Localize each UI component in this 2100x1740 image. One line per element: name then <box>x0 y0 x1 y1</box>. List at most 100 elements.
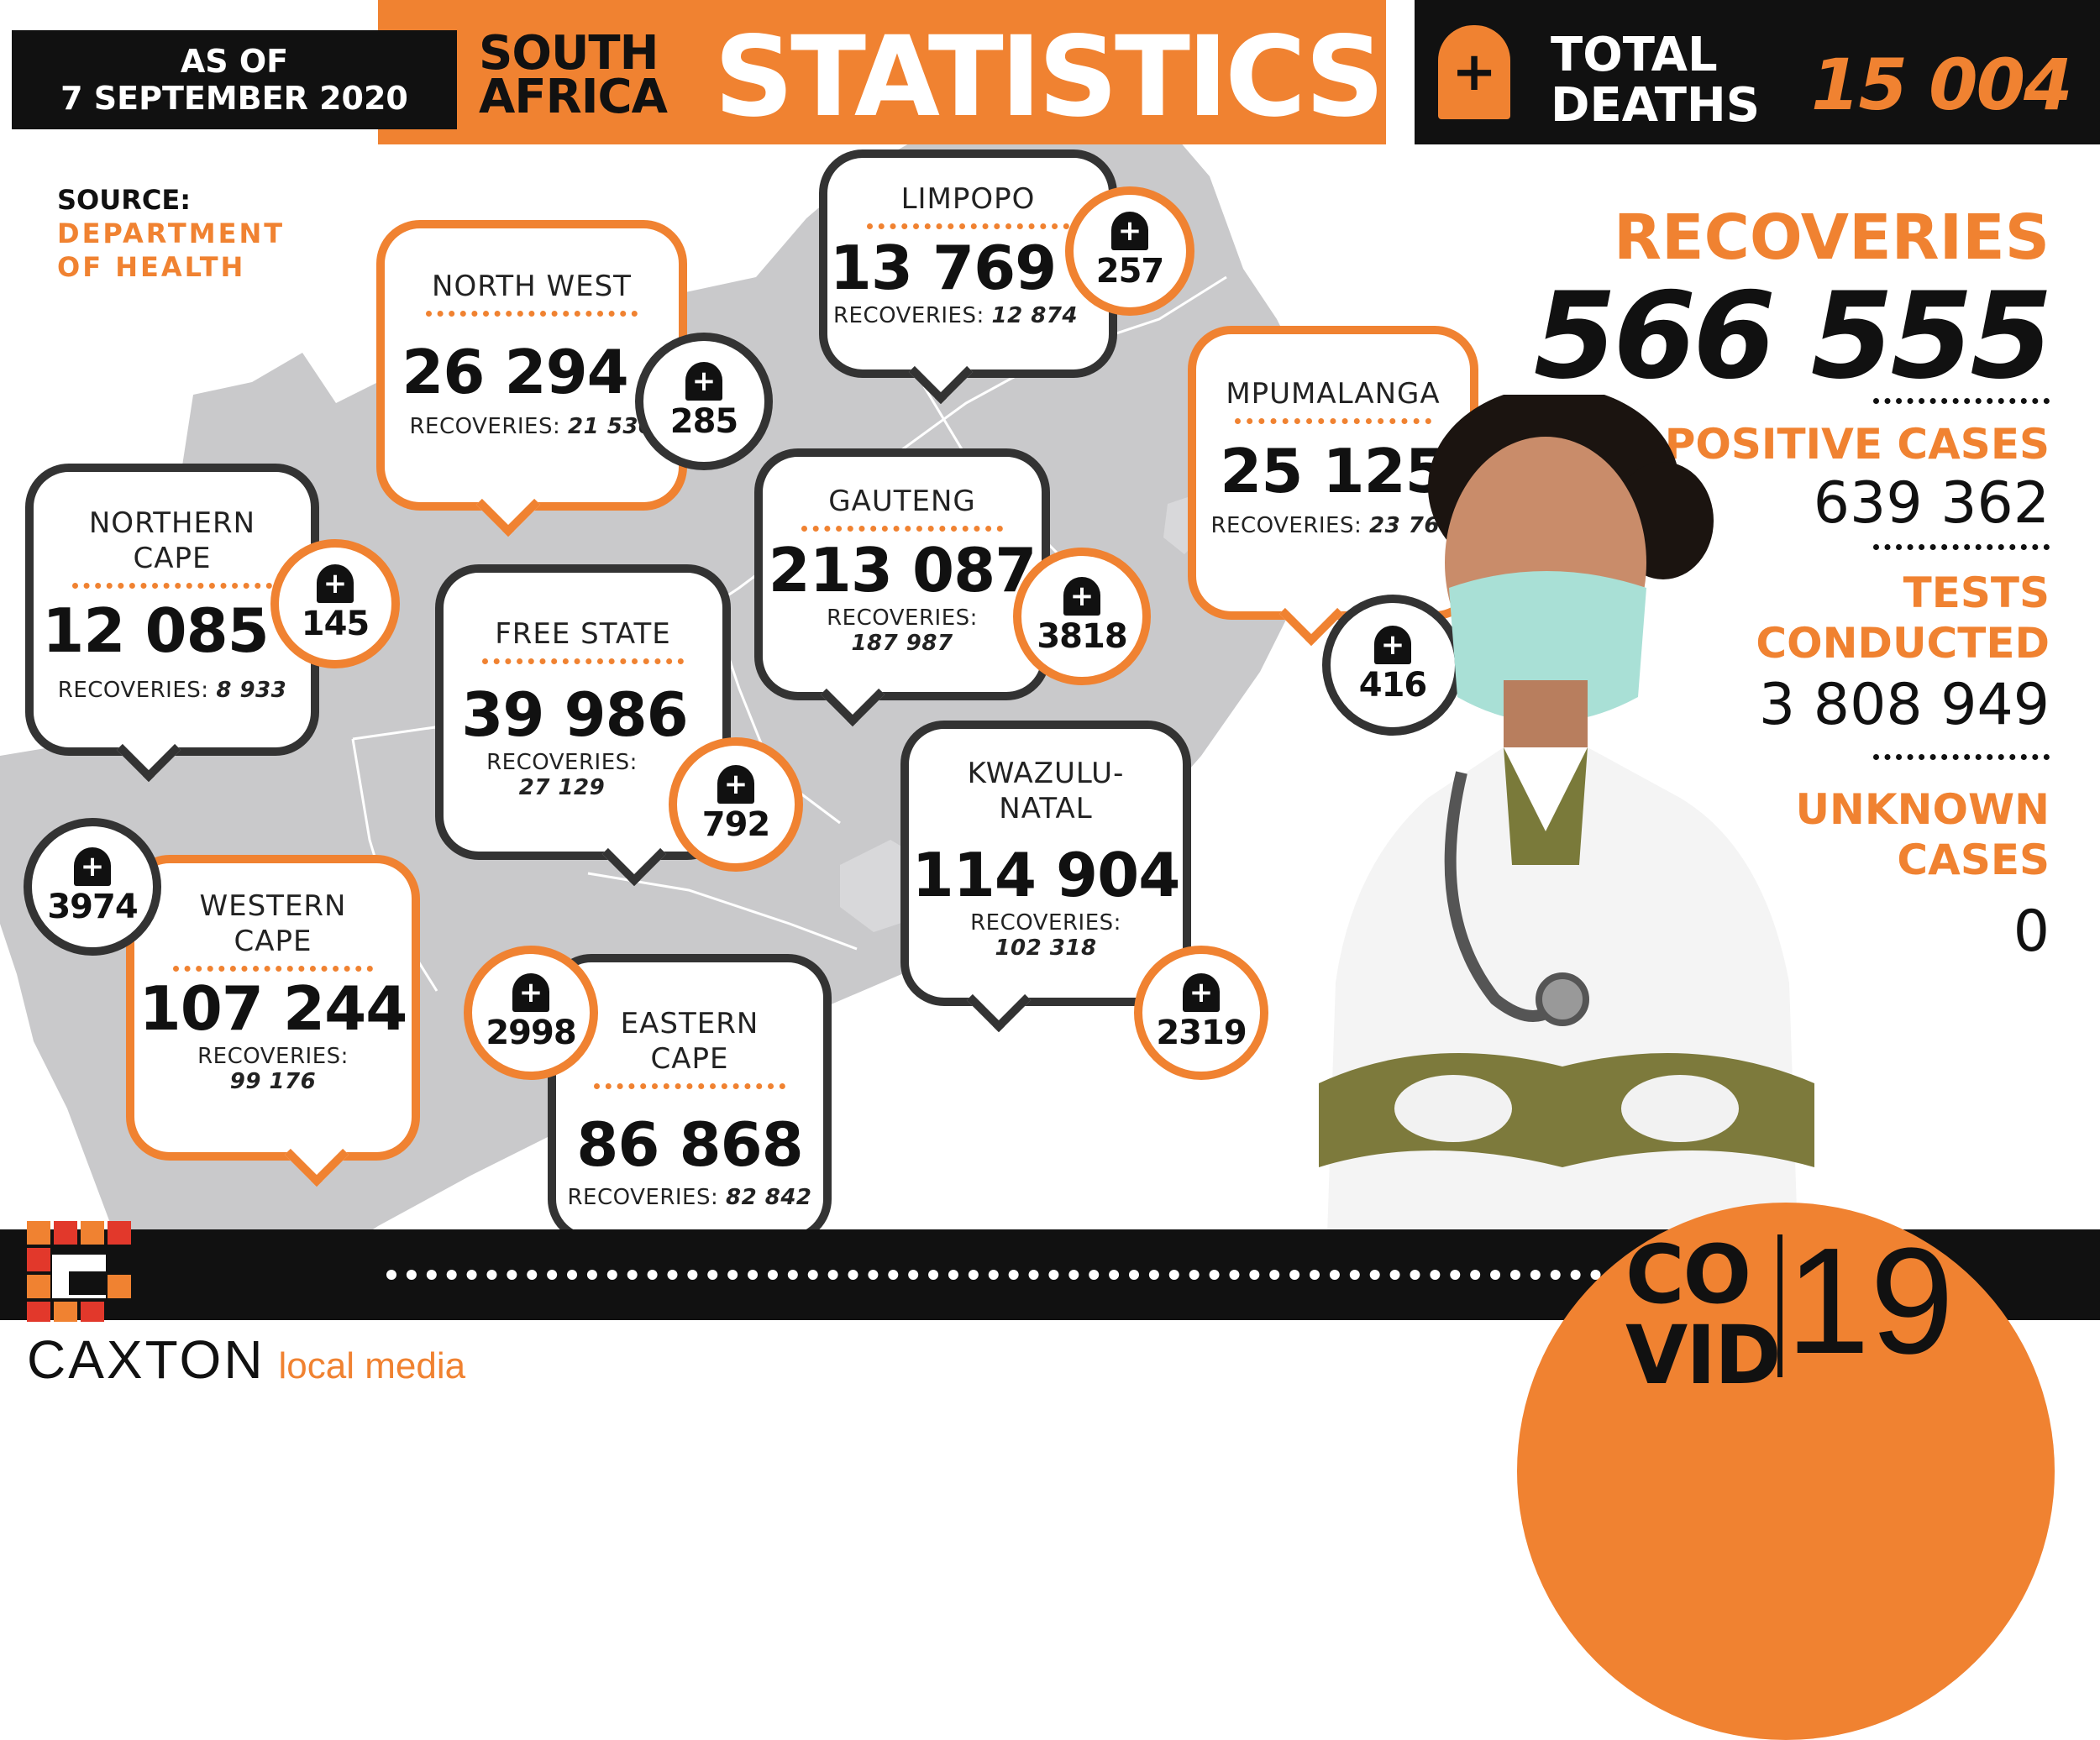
region-recoveries-label: RECOVERIES: <box>486 750 638 775</box>
divider <box>1873 754 2050 760</box>
deaths-badge-free-state: + 792 <box>669 737 803 872</box>
source-note: SOURCE: DEPARTMENT OF HEALTH <box>57 183 285 284</box>
source-line1: DEPARTMENT <box>57 218 286 249</box>
deaths-badge-western-cape: + 3974 <box>24 818 161 956</box>
divider <box>1873 544 2050 550</box>
region-recoveries: RECOVERIES: 82 842 <box>567 1185 812 1210</box>
region-name: FREE STATE <box>495 617 671 651</box>
tombstone-icon: + <box>1374 626 1411 664</box>
region-card-north-west: NORTH WEST 26 294 RECOVERIES: 21 530 <box>376 220 687 537</box>
covid-line1: CO <box>1625 1228 1751 1322</box>
region-cases: 39 986 <box>461 679 689 750</box>
divider <box>801 526 1003 532</box>
covid-label: CO VID <box>1625 1228 1782 1402</box>
region-name-line2: CAPE <box>650 1042 729 1076</box>
page-title: STATISTICS <box>714 13 1385 142</box>
region-cases: 25 125 <box>1220 436 1447 506</box>
covid-line2: VID <box>1625 1308 1782 1402</box>
region-recoveries: 99 176 <box>229 1069 317 1094</box>
covid-number: 19 <box>1786 1217 1955 1386</box>
region-name-line1: EASTERN <box>620 1007 759 1040</box>
region-name-line2: CAPE <box>234 925 312 958</box>
tombstone-icon: + <box>317 564 354 603</box>
stethoscope-head <box>1536 972 1589 1026</box>
region-name: EASTERN CAPE <box>556 1006 823 1077</box>
unknown-cases-value: 0 <box>2013 899 2050 965</box>
region-recoveries: 187 987 <box>851 631 953 656</box>
region-name-line1: KWAZULU- <box>967 757 1125 790</box>
region-recoveries: 102 318 <box>995 936 1097 961</box>
header-title-band <box>378 0 1386 144</box>
divider <box>173 966 373 972</box>
deaths-count: 792 <box>701 805 770 844</box>
positive-cases-label: POSITIVE CASES <box>1664 420 2050 469</box>
date-line2: 7 SEPTEMBER 2020 <box>60 80 408 117</box>
deaths-count: 2998 <box>486 1014 576 1052</box>
tombstone-icon: + <box>512 973 549 1012</box>
region-cases: 114 904 <box>911 840 1181 910</box>
deaths-badge-north-west: + 285 <box>635 333 773 470</box>
region-name: WESTERN CAPE <box>134 888 412 959</box>
region-name-line1: NORTHERN <box>88 506 256 540</box>
region-card-western-cape: WESTERN CAPE 107 244 RECOVERIES: 99 176 <box>126 855 420 1187</box>
region-recoveries: RECOVERIES: 21 530 <box>409 414 654 439</box>
recoveries-value: 566 555 <box>1533 267 2053 406</box>
total-deaths-panel <box>1415 0 2100 144</box>
recoveries-label: RECOVERIES <box>1614 202 2050 274</box>
caxton-brand: CAXTON local media <box>27 1329 465 1391</box>
date-line1: AS OF <box>180 43 289 80</box>
glove-left <box>1394 1075 1512 1142</box>
region-card-northern-cape: NORTHERN CAPE 12 085 RECOVERIES: 8 933 <box>25 464 319 783</box>
region-name: LIMPOPO <box>900 182 1036 216</box>
region-name: NORTH WEST <box>432 270 632 303</box>
date-badge: AS OF 7 SEPTEMBER 2020 <box>12 30 457 129</box>
region-cases: 26 294 <box>402 337 629 407</box>
region-recoveries-label: RECOVERIES: <box>970 910 1121 936</box>
brand-suffix: local media <box>278 1345 466 1386</box>
region-card-gauteng: GAUTENG 213 087 RECOVERIES: 187 987 <box>754 448 1050 727</box>
region-name-line1: WESTERN <box>199 889 347 923</box>
tests-label-line2: CONDUCTED <box>1756 619 2050 668</box>
tombstone-icon: + <box>1063 577 1100 616</box>
tests-value: 3 808 949 <box>1758 672 2050 738</box>
deaths-count: 416 <box>1358 666 1427 705</box>
tombstone-icon: + <box>74 847 111 886</box>
bottom-dots <box>386 1270 1621 1280</box>
deaths-count: 257 <box>1095 252 1164 291</box>
region-recoveries: 27 129 <box>518 775 606 800</box>
divider <box>593 1083 786 1089</box>
divider <box>426 311 638 317</box>
brand-name: CAXTON <box>27 1329 265 1390</box>
region-recoveries: RECOVERIES: 12 874 <box>832 303 1079 328</box>
covid-divider <box>1777 1234 1782 1377</box>
region-card-kwazulu-natal: KWAZULU- NATAL 114 904 RECOVERIES: 102 3… <box>900 721 1191 1033</box>
country-label: SOUTH AFRICA <box>479 30 668 121</box>
tests-label: TESTS CONDUCTED <box>1756 568 2050 668</box>
region-cases: 86 868 <box>576 1109 804 1180</box>
positive-cases-value: 639 362 <box>1813 470 2050 537</box>
deaths-count: 2319 <box>1156 1014 1247 1052</box>
tombstone-icon: + <box>717 765 754 804</box>
divider <box>1234 418 1432 424</box>
face-mask <box>1449 571 1646 722</box>
folded-arms <box>1319 1053 1814 1167</box>
deaths-badge-kwazulu-natal: + 2319 <box>1134 946 1268 1080</box>
region-cases: 213 087 <box>768 535 1037 605</box>
tests-label-line1: TESTS <box>1903 569 2050 617</box>
region-recoveries-label: RECOVERIES: <box>197 1044 349 1069</box>
total-deaths-value: 15 004 <box>1811 44 2072 126</box>
region-name: GAUTENG <box>828 485 976 518</box>
divider <box>1873 398 2050 404</box>
deaths-count: 145 <box>301 605 370 643</box>
region-name: KWAZULU- NATAL <box>909 756 1183 826</box>
divider <box>72 583 272 589</box>
region-cases: 107 244 <box>139 973 408 1044</box>
deaths-count: 285 <box>669 402 738 441</box>
glove-right <box>1621 1075 1739 1142</box>
deaths-badge-gauteng: + 3818 <box>1013 548 1151 685</box>
divider <box>482 658 684 664</box>
caxton-logo-icon <box>27 1221 131 1322</box>
tombstone-icon: + <box>1438 25 1510 119</box>
deaths-count: 3974 <box>47 888 138 926</box>
region-name: NORTHERN CAPE <box>34 506 311 576</box>
